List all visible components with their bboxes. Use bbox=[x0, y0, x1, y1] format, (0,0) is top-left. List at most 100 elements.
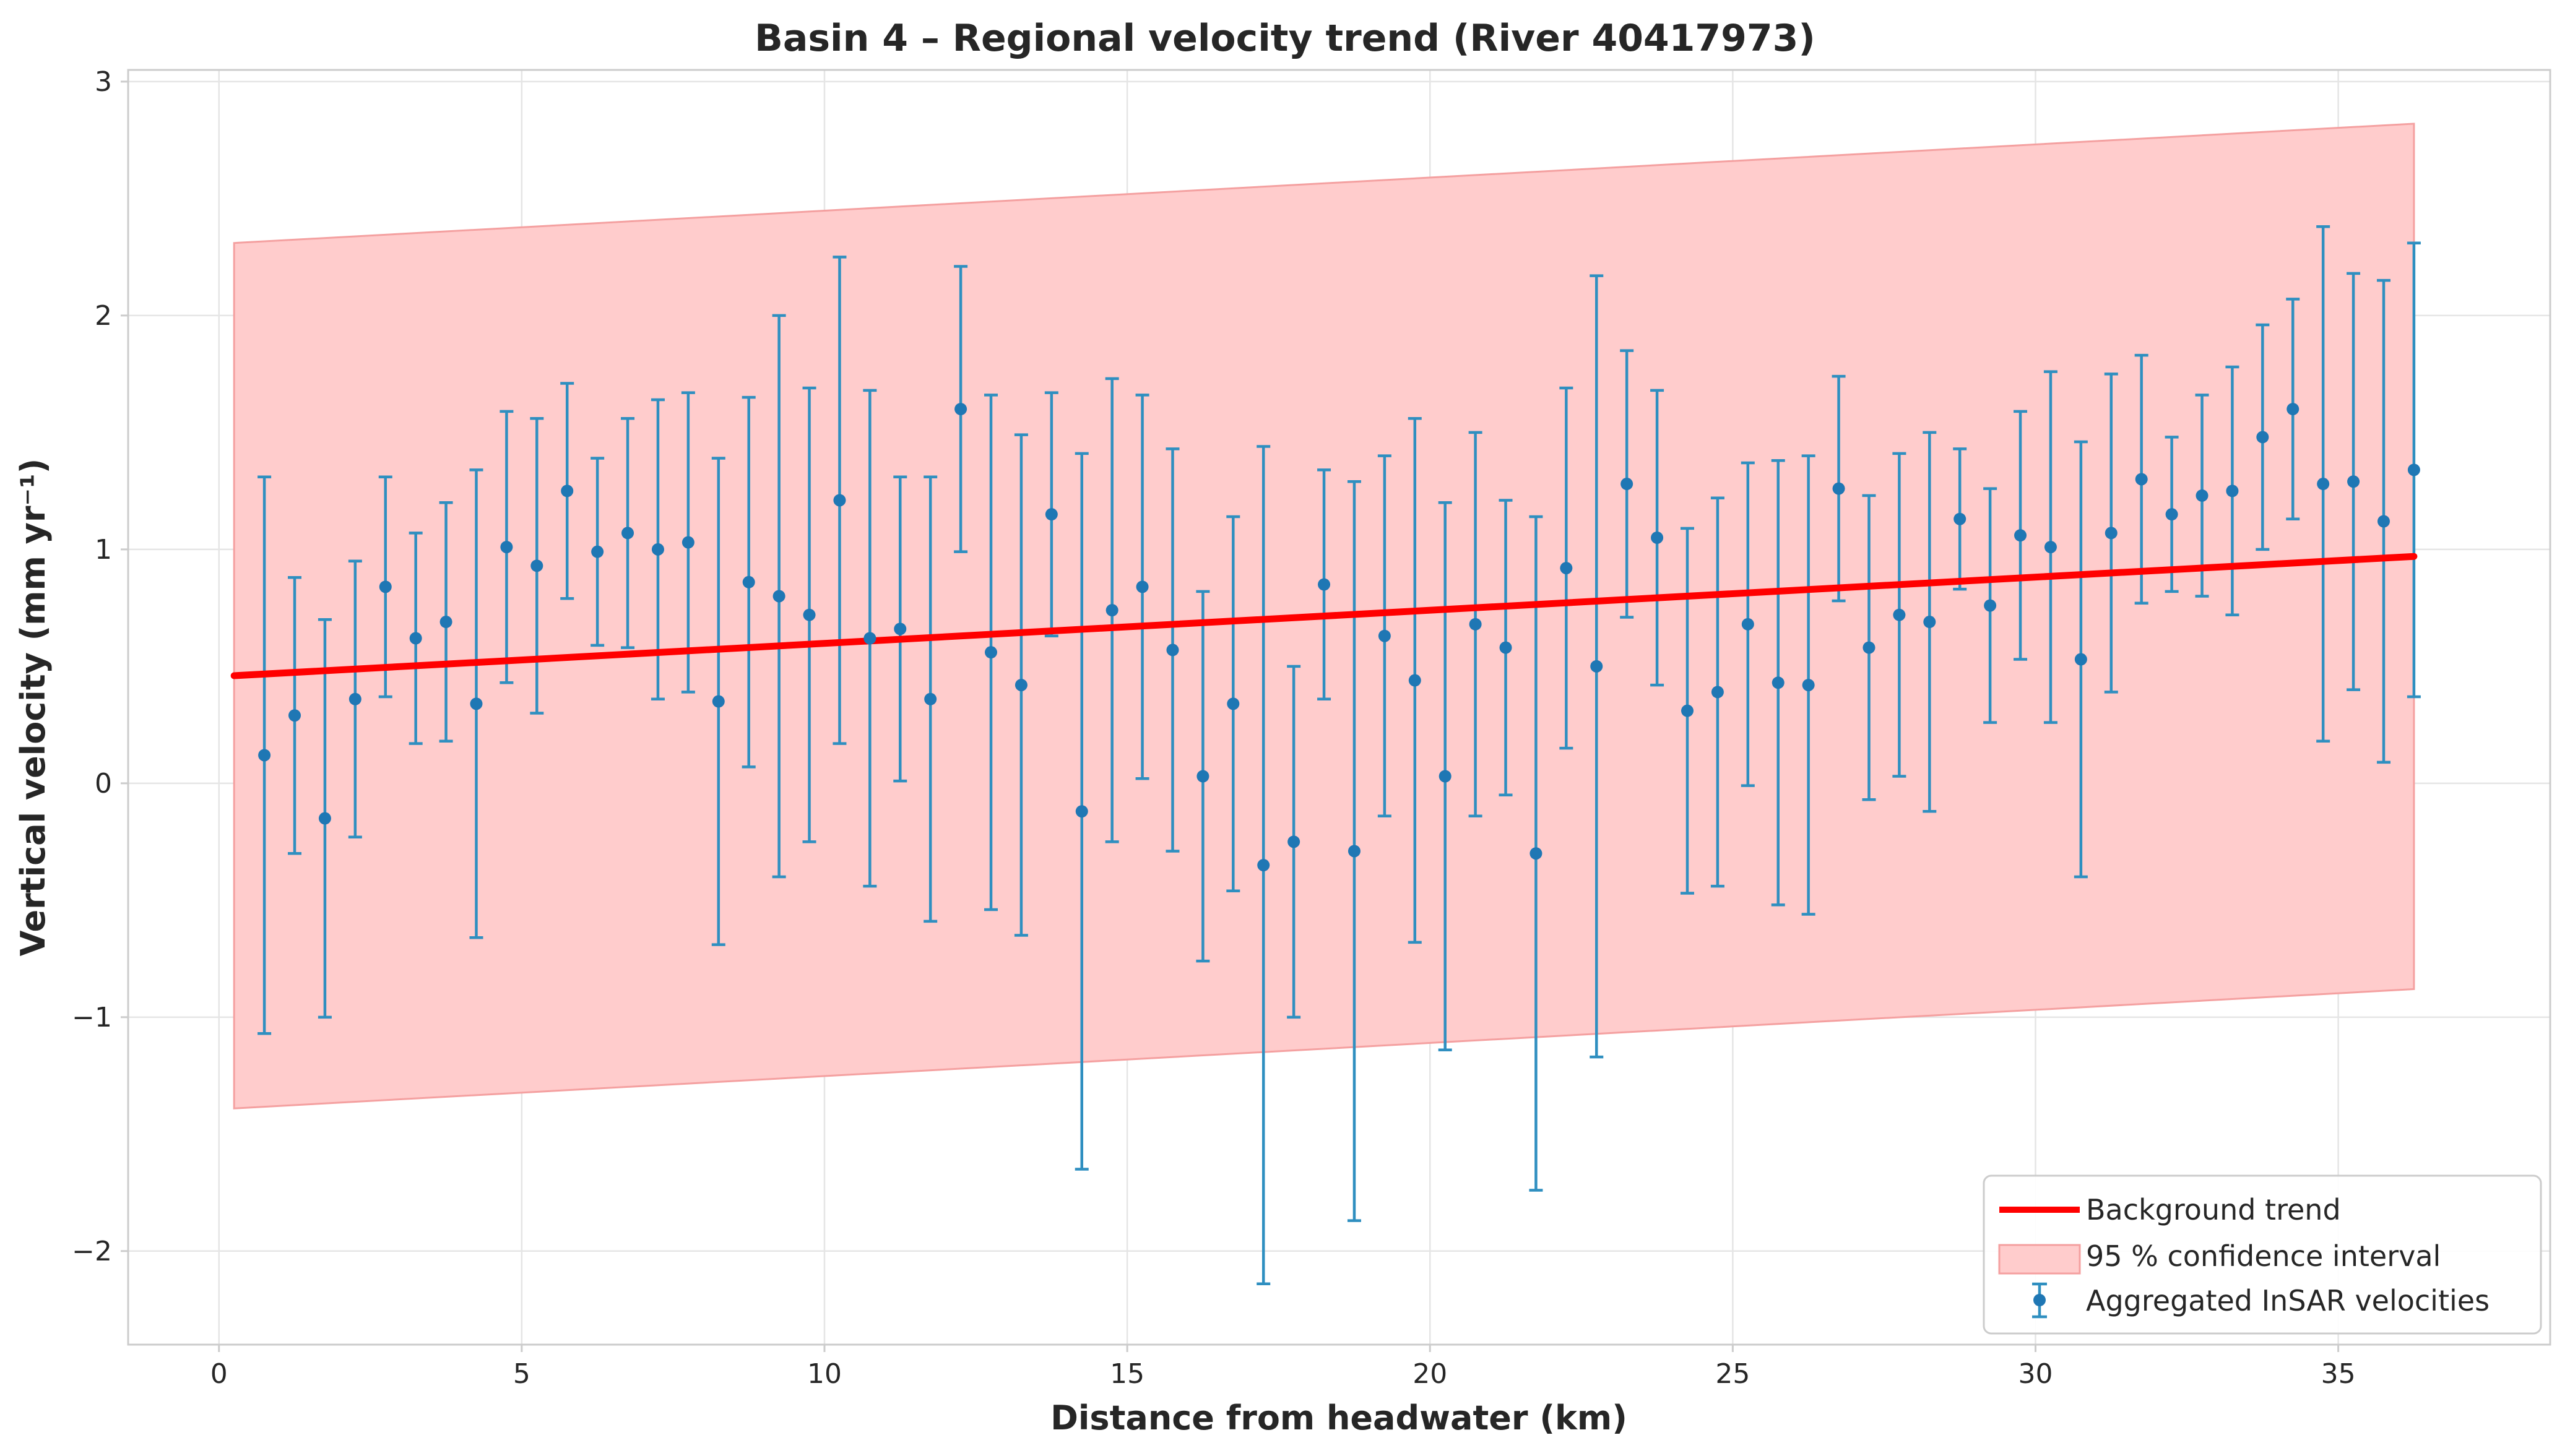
data-point bbox=[1529, 847, 1542, 860]
data-point bbox=[2135, 473, 2148, 486]
data-point bbox=[1136, 580, 1149, 593]
data-point bbox=[1953, 512, 1966, 525]
y-tick-label: 2 bbox=[95, 300, 112, 332]
data-point bbox=[1590, 660, 1603, 673]
data-point bbox=[2226, 485, 2239, 498]
data-point bbox=[1408, 674, 1421, 687]
data-point bbox=[2105, 527, 2118, 540]
data-point bbox=[2256, 431, 2269, 444]
data-point bbox=[1196, 770, 1209, 783]
x-tick-label: 30 bbox=[2018, 1358, 2053, 1390]
data-point bbox=[288, 709, 301, 722]
data-point bbox=[1560, 562, 1573, 575]
data-point bbox=[1166, 644, 1179, 657]
data-point bbox=[1923, 616, 1936, 629]
data-point bbox=[1802, 679, 1815, 692]
data-point bbox=[2044, 541, 2057, 554]
plot-frame bbox=[127, 69, 2551, 1346]
data-point bbox=[2165, 508, 2178, 521]
legend-points-marker bbox=[2033, 1294, 2046, 1306]
data-point bbox=[2196, 489, 2209, 502]
data-point bbox=[2317, 478, 2330, 491]
data-point bbox=[1287, 835, 1300, 848]
data-point bbox=[1681, 704, 1694, 717]
data-point bbox=[1893, 608, 1906, 621]
x-tick-label: 5 bbox=[513, 1358, 530, 1390]
data-point bbox=[1378, 629, 1391, 642]
data-point bbox=[409, 632, 422, 645]
data-point bbox=[439, 616, 452, 629]
data-point bbox=[2074, 653, 2087, 666]
data-point bbox=[681, 536, 694, 549]
data-point bbox=[985, 646, 998, 659]
legend: Background trend 95 % confidence interva… bbox=[1983, 1174, 2542, 1335]
tick-layer: 0 5 10 15 20 25 30 35 −2 −1 0 1 2 3 bbox=[72, 66, 2355, 1390]
data-point bbox=[954, 403, 967, 416]
x-axis-label: Distance from headwater (km) bbox=[1050, 1398, 1627, 1437]
data-point bbox=[1318, 578, 1331, 591]
data-point bbox=[348, 692, 361, 705]
data-point bbox=[2407, 463, 2420, 476]
x-tick-label: 20 bbox=[1413, 1358, 1447, 1390]
data-point bbox=[742, 575, 755, 588]
x-tick-label: 15 bbox=[1110, 1358, 1144, 1390]
data-point bbox=[621, 527, 634, 540]
data-point bbox=[2377, 515, 2390, 528]
data-point bbox=[1711, 686, 1724, 699]
data-point bbox=[2014, 529, 2027, 542]
data-point bbox=[712, 695, 725, 708]
data-point bbox=[1227, 697, 1240, 710]
x-tick-label: 25 bbox=[1715, 1358, 1750, 1390]
legend-band-label: 95 % confidence interval bbox=[2086, 1239, 2441, 1273]
trend-line bbox=[230, 553, 2418, 679]
legend-trend-label: Background trend bbox=[2086, 1193, 2341, 1226]
data-point bbox=[1257, 859, 1270, 872]
data-point bbox=[833, 494, 846, 507]
y-tick-label: 0 bbox=[95, 768, 112, 799]
data-point bbox=[651, 543, 664, 556]
data-point bbox=[379, 580, 392, 593]
data-point bbox=[500, 541, 513, 554]
x-tick-label: 0 bbox=[210, 1358, 228, 1390]
data-point bbox=[1045, 508, 1058, 521]
x-tick-label: 10 bbox=[807, 1358, 842, 1390]
chart-title: Basin 4 – Regional velocity trend (River… bbox=[755, 17, 1815, 60]
data-point bbox=[1439, 770, 1452, 783]
y-tick-label: −2 bbox=[72, 1236, 112, 1267]
y-tick-label: 3 bbox=[95, 66, 112, 98]
data-point bbox=[894, 622, 907, 635]
data-point bbox=[1741, 618, 1754, 631]
data-point bbox=[863, 632, 876, 645]
data-point bbox=[561, 485, 574, 498]
data-point bbox=[2287, 403, 2300, 416]
data-point bbox=[1499, 641, 1512, 654]
data-point bbox=[1469, 618, 1482, 631]
legend-band-swatch bbox=[1998, 1244, 2081, 1275]
data-point bbox=[258, 749, 271, 762]
data-point bbox=[2347, 475, 2360, 488]
data-point bbox=[1620, 478, 1633, 491]
data-point bbox=[924, 692, 937, 705]
data-point bbox=[803, 608, 816, 621]
data-point bbox=[1863, 641, 1876, 654]
data-point bbox=[1105, 604, 1118, 617]
data-point bbox=[1772, 676, 1785, 689]
data-point bbox=[772, 590, 785, 603]
data-point bbox=[530, 559, 543, 572]
point-layer bbox=[258, 403, 2420, 872]
y-axis-label: Vertical velocity (mm yr⁻¹) bbox=[14, 459, 53, 957]
data-point bbox=[318, 812, 331, 825]
trend-layer bbox=[230, 553, 2418, 679]
y-tick-label: −1 bbox=[72, 1002, 112, 1033]
data-point bbox=[1015, 679, 1028, 692]
data-point bbox=[1832, 482, 1845, 495]
legend-box bbox=[1983, 1174, 2542, 1335]
data-point bbox=[1984, 599, 1997, 612]
y-tick-label: 1 bbox=[95, 534, 112, 566]
x-tick-label: 35 bbox=[2321, 1358, 2356, 1390]
data-point bbox=[1651, 531, 1664, 544]
data-point bbox=[470, 697, 483, 710]
legend-points-label: Aggregated InSAR velocities bbox=[2086, 1284, 2490, 1317]
data-point bbox=[1075, 805, 1088, 818]
